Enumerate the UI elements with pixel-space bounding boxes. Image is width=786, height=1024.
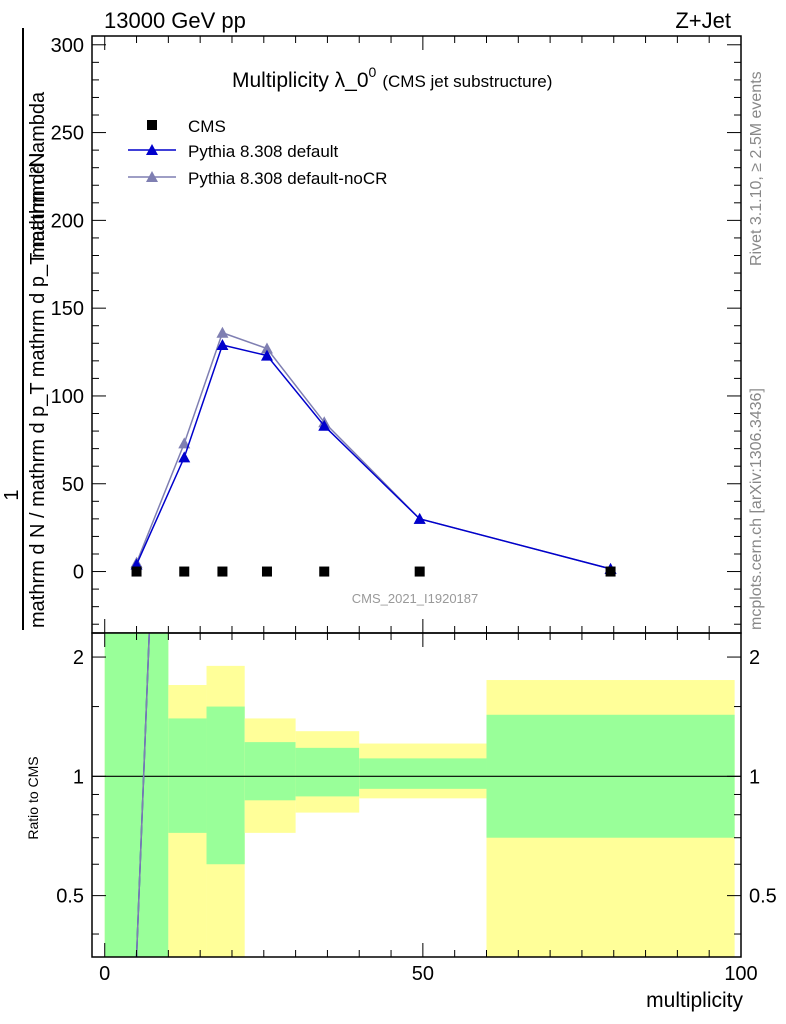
ratio-uncertainty-bands <box>104 633 735 957</box>
ylabel-denominator: mathrm d N / mathrm d p_T mathrm d p_T m… <box>27 91 49 628</box>
chart-title-main: Multiplicity λ_0 <box>232 69 369 92</box>
top-y-tick-label: 50 <box>62 474 84 496</box>
band-inner <box>295 747 360 797</box>
ratio-panel-frame <box>91 632 742 958</box>
x-tick-label: 0 <box>99 963 110 985</box>
data-point-cms <box>217 566 228 577</box>
data-point-pythia-default <box>318 419 331 431</box>
data-point-cms <box>179 566 190 577</box>
data-point-pythia-default <box>413 512 426 524</box>
legend-label-cms: CMS <box>188 117 226 136</box>
chart-title: Multiplicity λ_00 (CMS jet substructure) <box>232 64 552 92</box>
chart-subtitle: (CMS jet substructure) <box>382 72 552 91</box>
top-y-tick-label: 150 <box>51 298 84 320</box>
rivet-version-label: Rivet 3.1.10, ≥ 2.5M events <box>748 71 765 266</box>
legend-label-pythia-default: Pythia 8.308 default <box>188 142 339 161</box>
ratio-y-tick-label-right: 0.5 <box>749 886 777 908</box>
analysis-watermark: CMS_2021_I1920187 <box>352 591 479 606</box>
data-point-pythia-default <box>216 339 229 351</box>
series-line-pythia-default <box>135 344 611 570</box>
ratio-ylabel: Ratio to CMS <box>25 756 41 839</box>
band-inner <box>206 706 245 865</box>
data-point-cms <box>261 566 272 577</box>
legend-marker-pythia-default <box>146 144 158 155</box>
data-point-pythia-default <box>260 349 273 361</box>
data-point-cms <box>414 566 425 577</box>
ylabel-prefix: 1 <box>1 489 23 500</box>
band-inner <box>244 742 296 801</box>
x-tick-label: 50 <box>412 963 434 985</box>
band-inner <box>168 718 207 833</box>
data-point-pythia-nocr <box>178 437 191 449</box>
header-left: 13000 GeV pp <box>104 8 246 33</box>
ratio-panel-marks <box>92 632 741 958</box>
legend-marker-cms <box>147 120 157 130</box>
band-inner <box>104 633 169 957</box>
top-y-tick-label: 250 <box>51 123 84 145</box>
top-y-tick-label: 200 <box>51 210 84 232</box>
legend-label-pythia-nocr: Pythia 8.308 default-noCR <box>188 169 387 188</box>
top-panel-marks <box>130 326 617 577</box>
series-line-pythia-nocr <box>135 331 611 570</box>
x-tick-label: 100 <box>724 963 757 985</box>
data-point-cms <box>605 566 616 577</box>
ratio-line-pythia-nocr <box>135 632 151 958</box>
legend: CMS Pythia 8.308 default Pythia 8.308 defa… <box>128 117 387 188</box>
chart-title-superscript: 0 <box>369 64 377 80</box>
legend-marker-pythia-nocr <box>146 171 158 182</box>
ratio-y-tick-label: 0.5 <box>56 886 84 908</box>
data-point-cms <box>319 566 330 577</box>
data-point-pythia-default <box>178 451 191 463</box>
mcplots-label: mcplots.cern.ch [arXiv:1306.3436] <box>748 388 765 630</box>
top-ylabel: mathrm d²N 1 mathrm d N / mathrm d p_T m… <box>1 28 49 630</box>
ratio-y-tick-label-right: 1 <box>749 766 760 788</box>
x-axis-label: multiplicity <box>646 989 743 1012</box>
data-point-pythia-nocr <box>216 326 229 338</box>
data-point-cms <box>131 566 142 577</box>
top-y-tick-label: 100 <box>51 386 84 408</box>
data-point-pythia-nocr <box>260 342 273 354</box>
ratio-panel-axes: 0.5 0.5 1 1 2 2 0 50 100 <box>56 632 777 985</box>
ratio-y-tick-label: 2 <box>73 647 84 669</box>
top-y-tick-label: 0 <box>73 562 84 584</box>
ylabel-numerator: mathrm d²N <box>27 152 49 258</box>
header-right: Z+Jet <box>675 8 731 33</box>
band-inner <box>359 758 487 789</box>
top-y-tick-label: 300 <box>51 35 84 57</box>
ratio-y-tick-label-right: 2 <box>749 647 760 669</box>
ratio-y-tick-label: 1 <box>73 766 84 788</box>
